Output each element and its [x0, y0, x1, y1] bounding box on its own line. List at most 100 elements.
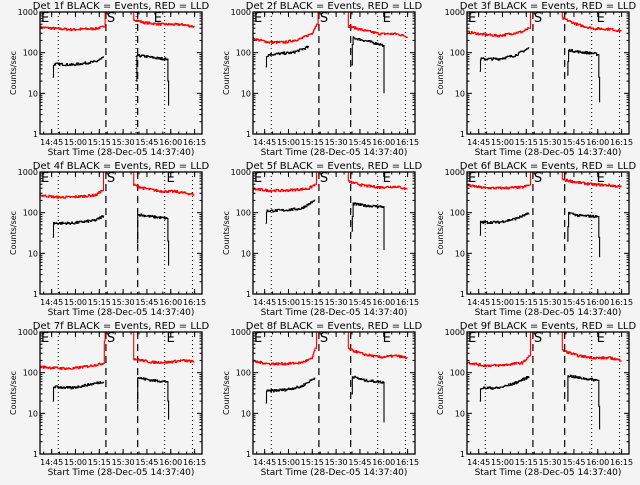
- x-tick-label: 15:30: [325, 298, 348, 307]
- y-tick-label: 1: [33, 450, 38, 459]
- phase-marker-e: E: [597, 11, 605, 26]
- y-axis-label: Counts/sec: [222, 51, 231, 95]
- panel-5: Det 5f BLACK = Events, RED = LLD 1 10 100 10…: [222, 161, 422, 318]
- x-tick-label: 15:15: [301, 298, 324, 307]
- x-tick-label: 15:15: [88, 138, 111, 147]
- x-tick-label: 15:00: [64, 298, 87, 307]
- panel-1: Det 1f BLACK = Events, RED = LLD 1 10 100 10…: [9, 1, 209, 158]
- x-tick-label: 16:15: [610, 138, 633, 147]
- x-tick-label: 15:00: [64, 138, 87, 147]
- y-tick-label: 1: [246, 450, 251, 459]
- y-tick-label: 100: [450, 209, 465, 218]
- y-tick-label: 100: [450, 369, 465, 378]
- y-tick-label: 1000: [231, 328, 251, 337]
- x-tick-label: 15:15: [515, 298, 538, 307]
- phase-marker-e: E: [468, 331, 476, 346]
- x-tick-label: 15:15: [301, 458, 324, 467]
- series-line-lld: [253, 332, 318, 366]
- y-tick-label: 10: [28, 409, 38, 418]
- panel-6: Det 6f BLACK = Events, RED = LLD 1 10 100 10…: [436, 161, 636, 318]
- series-line-events: [567, 48, 601, 103]
- x-tick-label: 15:45: [135, 138, 158, 147]
- x-axis-label: Start Time (28-Dec-05 14:37:40): [261, 308, 408, 318]
- series-line-lld: [467, 172, 532, 190]
- series-line-events: [52, 56, 105, 78]
- x-tick-label: 15:15: [88, 298, 111, 307]
- y-tick-label: 10: [241, 409, 251, 418]
- series-line-events: [479, 47, 530, 72]
- plot-frame: [466, 331, 630, 455]
- y-tick-label: 1000: [18, 8, 38, 17]
- series-line-events: [351, 202, 385, 251]
- y-tick-label: 1: [460, 130, 465, 139]
- x-tick-label: 15:15: [515, 138, 538, 147]
- y-tick-label: 100: [236, 369, 251, 378]
- phase-marker-e: E: [254, 331, 262, 346]
- x-axis-label: Start Time (28-Dec-05 14:37:40): [475, 468, 622, 478]
- series-line-events: [351, 375, 385, 423]
- y-tick-label: 100: [23, 369, 38, 378]
- x-axis-label: Start Time (28-Dec-05 14:37:40): [261, 468, 408, 478]
- x-tick-label: 14:45: [467, 138, 490, 147]
- x-tick-label: 15:45: [348, 298, 371, 307]
- y-tick-label: 100: [450, 49, 465, 58]
- y-tick-label: 1: [460, 290, 465, 299]
- phase-marker-e: E: [597, 331, 605, 346]
- series-line-events: [479, 212, 530, 236]
- y-axis-label: Counts/sec: [436, 371, 445, 415]
- x-tick-label: 15:00: [491, 458, 514, 467]
- y-tick-label: 1000: [18, 168, 38, 177]
- y-tick-label: 10: [455, 89, 465, 98]
- x-tick-label: 15:45: [135, 298, 158, 307]
- y-tick-label: 1: [33, 130, 38, 139]
- panel-7: Det 7f BLACK = Events, RED = LLD 1 10 100 10…: [9, 321, 209, 478]
- series-group: [40, 172, 195, 266]
- panel-title: Det 8f BLACK = Events, RED = LLD: [246, 321, 423, 332]
- plot-frame: [39, 171, 203, 295]
- panel-title: Det 1f BLACK = Events, RED = LLD: [33, 1, 210, 12]
- y-tick-label: 1000: [18, 328, 38, 337]
- series-line-lld: [132, 172, 195, 196]
- x-axis-label: Start Time (28-Dec-05 14:37:40): [48, 308, 195, 318]
- phase-marker-s: S: [107, 11, 115, 26]
- x-tick-label: 15:00: [491, 298, 514, 307]
- phase-marker-e: E: [254, 171, 262, 186]
- series-line-lld: [40, 172, 105, 199]
- series-group: [253, 332, 408, 423]
- y-tick-label: 10: [28, 249, 38, 258]
- plot-frame: [466, 171, 630, 295]
- x-tick-label: 16:00: [159, 298, 182, 307]
- y-tick-label: 1000: [445, 8, 465, 17]
- x-tick-label: 16:15: [183, 298, 206, 307]
- x-tick-label: 15:15: [88, 458, 111, 467]
- series-line-events: [265, 199, 316, 224]
- x-tick-label: 16:00: [586, 298, 609, 307]
- panel-title: Det 2f BLACK = Events, RED = LLD: [246, 1, 423, 12]
- x-tick-label: 16:00: [372, 458, 395, 467]
- phase-marker-e: E: [41, 11, 49, 26]
- panel-title: Det 5f BLACK = Events, RED = LLD: [246, 161, 423, 172]
- y-tick-label: 100: [23, 209, 38, 218]
- x-tick-label: 14:45: [40, 458, 63, 467]
- x-tick-label: 15:45: [348, 458, 371, 467]
- series-group: [467, 172, 622, 258]
- y-axis-label: Counts/sec: [9, 371, 18, 415]
- x-tick-label: 16:00: [586, 138, 609, 147]
- y-tick-label: 1000: [231, 8, 251, 17]
- series-line-lld: [560, 332, 622, 362]
- x-tick-label: 16:15: [610, 458, 633, 467]
- x-tick-label: 15:30: [539, 138, 562, 147]
- y-tick-label: 10: [455, 249, 465, 258]
- y-tick-label: 1000: [445, 328, 465, 337]
- series-line-lld: [40, 332, 106, 371]
- phase-marker-e: E: [597, 171, 605, 186]
- panel-2: Det 2f BLACK = Events, RED = LLD 1 10 100 10…: [222, 1, 422, 158]
- x-tick-label: 16:00: [372, 298, 395, 307]
- x-tick-label: 16:00: [372, 138, 395, 147]
- y-tick-label: 100: [236, 209, 251, 218]
- series-line-events: [567, 374, 601, 430]
- y-tick-label: 10: [28, 89, 38, 98]
- panel-title: Det 7f BLACK = Events, RED = LLD: [33, 321, 210, 332]
- y-tick-label: 1: [33, 290, 38, 299]
